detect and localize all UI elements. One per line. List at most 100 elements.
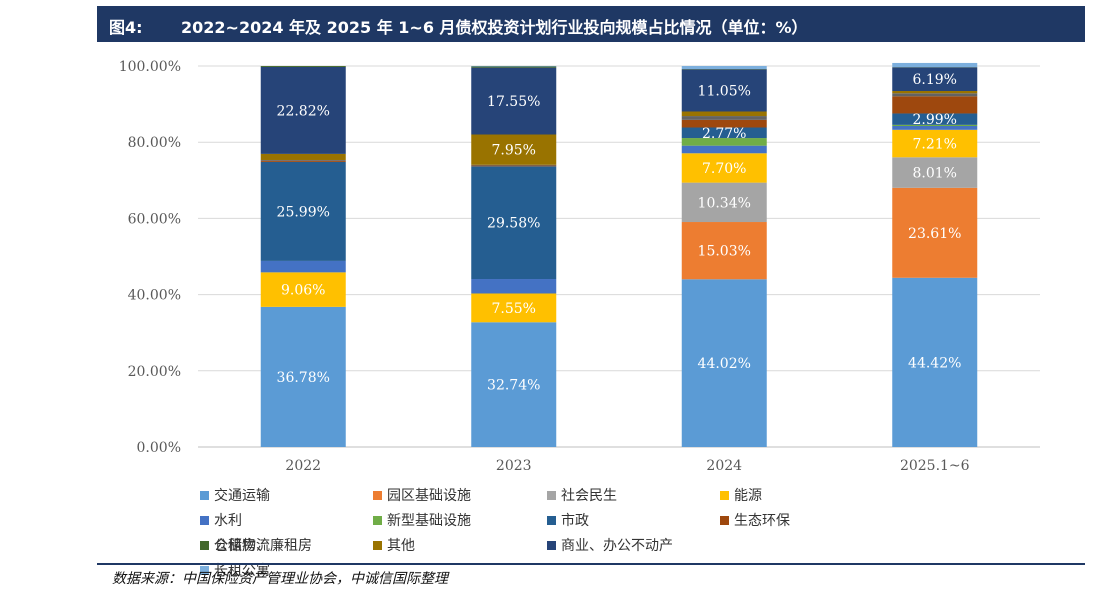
legend-item: 商业、办公不动产 [547, 535, 673, 555]
data-label: 29.58% [487, 216, 540, 232]
data-label: 36.78% [277, 370, 330, 386]
legend-label: 能源 [734, 488, 762, 504]
bar-segment [681, 138, 767, 146]
legend-swatch [373, 540, 382, 550]
bar-segment [681, 66, 767, 70]
data-label: 6.19% [913, 72, 957, 88]
bar-segment [471, 166, 557, 280]
data-label: 2.77% [702, 126, 746, 142]
bar-segment [471, 164, 557, 166]
bar-segment [681, 222, 767, 280]
data-label: 22.82% [277, 103, 330, 119]
legend-label: 公租房、廉租房 [214, 538, 312, 554]
figure-header: 图4: 2022~2024 年及 2025 年 1~6 月债权投资计划行业投向规… [97, 6, 1085, 42]
data-label: 7.70% [702, 161, 746, 177]
legend-label: 水利 [214, 513, 242, 529]
legend-item: 其他 [373, 535, 415, 555]
footer-divider [97, 563, 1085, 565]
data-label: 10.34% [698, 195, 751, 211]
bar-segment [260, 66, 346, 154]
legend-swatch [373, 490, 382, 500]
legend-label: 仓储物流 [214, 538, 270, 554]
legend-item: 能源 [720, 485, 762, 505]
y-tick-label: 100.00% [119, 59, 181, 75]
bar-segment [681, 145, 767, 154]
data-label: 44.42% [908, 355, 961, 371]
legend-swatch [200, 565, 209, 575]
bar-segment [260, 306, 346, 447]
x-tick-label: 2023 [496, 458, 532, 474]
y-tick-label: 0.00% [137, 440, 181, 456]
data-label: 25.99% [277, 204, 330, 220]
legend-swatch [373, 515, 382, 525]
legend-item: 园区基础设施 [373, 485, 471, 505]
data-label: 2.99% [913, 112, 957, 128]
bar-segment [471, 293, 557, 323]
data-label: 9.06% [281, 283, 325, 299]
bar-segment [260, 153, 346, 160]
legend-swatch [200, 515, 209, 525]
bar-segment [681, 153, 767, 183]
bar-segment [260, 159, 346, 161]
y-tick-label: 60.00% [128, 211, 181, 227]
legend-swatch [547, 515, 556, 525]
legend-item: 交通运输 [200, 485, 270, 505]
data-label: 44.02% [698, 356, 751, 372]
bar-segment [892, 124, 978, 127]
legend-swatch [720, 490, 729, 500]
bar-segment [892, 157, 978, 188]
bar-segment [892, 93, 978, 97]
bar-segment [471, 67, 557, 135]
bar-segment [892, 67, 978, 91]
bar-segment [681, 116, 767, 120]
y-tick-label: 40.00% [128, 288, 181, 304]
bar-segment [260, 160, 346, 162]
legend-swatch [720, 515, 729, 525]
bar-segment [471, 134, 557, 165]
y-tick-label: 20.00% [128, 364, 181, 380]
legend-swatch [200, 540, 209, 550]
data-label: 17.55% [487, 94, 540, 110]
figure-title: 2022~2024 年及 2025 年 1~6 月债权投资计划行业投向规模占比情… [181, 18, 808, 37]
x-tick-label: 2025.1~6 [900, 458, 970, 474]
bar-segment [892, 113, 978, 125]
bar-segment [681, 127, 767, 139]
data-label: 15.03% [698, 244, 751, 260]
legend-label: 园区基础设施 [387, 488, 471, 504]
legend-item: 社会民生 [547, 485, 617, 505]
bar-segment [260, 260, 346, 273]
data-label: 8.01% [913, 166, 957, 182]
legend-label: 社会民生 [561, 488, 617, 504]
legend-swatch [547, 540, 556, 550]
legend-swatch [200, 490, 209, 500]
bar-segment [260, 66, 346, 67]
bar-segment [892, 277, 978, 447]
data-label: 7.21% [913, 137, 957, 153]
data-label: 32.74% [487, 378, 540, 394]
bar-segment [892, 129, 978, 158]
bar-segment [681, 69, 767, 112]
bar-segment [892, 96, 978, 114]
bar-segment [892, 187, 978, 278]
legend-item: 水利 [200, 510, 242, 530]
legend-item: 生态环保 [720, 510, 790, 530]
bar-segment [681, 182, 767, 223]
bar-segment [681, 279, 767, 447]
legend-swatch [547, 490, 556, 500]
legend-item: 长租公寓 [200, 560, 270, 580]
legend-label: 商业、办公不动产 [561, 538, 673, 554]
legend-label: 其他 [387, 538, 415, 554]
bar-segment [681, 119, 767, 128]
legend-label: 新型基础设施 [387, 513, 471, 529]
bar-segment [471, 66, 557, 68]
bar-segment [471, 165, 557, 167]
y-tick-label: 80.00% [128, 135, 181, 151]
legend-label: 交通运输 [214, 488, 270, 504]
x-tick-label: 2024 [706, 458, 742, 474]
data-label: 23.61% [908, 226, 961, 242]
figure-number: 图4: [109, 18, 143, 37]
bar-segment [892, 90, 978, 94]
bar-segment [892, 62, 978, 68]
